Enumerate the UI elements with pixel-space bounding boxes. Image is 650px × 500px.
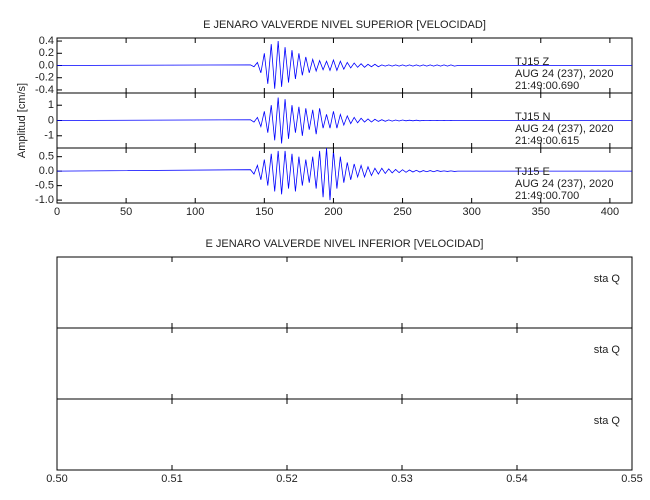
trace-annotation: sta Q — [594, 344, 621, 356]
trace-annotation: AUG 24 (237), 2020 — [515, 123, 613, 135]
y-tick-label: -0.4 — [35, 84, 54, 96]
x-tick-label: 0.50 — [46, 473, 67, 485]
x-tick-label: 0.51 — [161, 473, 182, 485]
panel-frame — [56, 327, 633, 400]
y-tick-label: 0.2 — [39, 47, 54, 59]
x-tick-label: 250 — [393, 206, 411, 218]
y-tick-label: -1 — [44, 130, 54, 142]
y-tick-label: -0.2 — [35, 72, 54, 84]
waveform — [56, 147, 632, 201]
x-tick-label: 100 — [186, 206, 204, 218]
x-tick-label: 400 — [601, 206, 619, 218]
trace-annotation: 21:49:00.690 — [515, 80, 579, 92]
x-tick-label: 150 — [255, 206, 273, 218]
waveform — [56, 97, 632, 144]
y-tick-label: 0 — [48, 114, 54, 126]
y-tick-label: 0.0 — [39, 59, 54, 71]
trace-annotation: 21:49:00.615 — [515, 135, 579, 147]
panel-frame — [56, 398, 633, 471]
trace-annotation: TJ15 Z — [515, 56, 550, 68]
trace-annotation: AUG 24 (237), 2020 — [515, 68, 613, 80]
y-tick-label: -1.0 — [35, 194, 54, 206]
x-tick-label: 350 — [532, 206, 550, 218]
chart-title: E JENARO VALVERDE NIVEL SUPERIOR [VELOCI… — [203, 19, 486, 31]
y-tick-label: 0.5 — [39, 151, 54, 163]
waveform — [56, 41, 632, 89]
y-tick-label: -0.5 — [35, 180, 54, 192]
panel-frame — [56, 147, 633, 204]
y-tick-label: 0.4 — [39, 35, 54, 47]
trace-annotation: TJ15 N — [515, 111, 551, 123]
x-tick-label: 0.53 — [391, 473, 412, 485]
x-tick-label: 300 — [462, 206, 480, 218]
trace-annotation: 21:49:00.700 — [515, 190, 579, 202]
trace-annotation: sta Q — [594, 415, 621, 427]
y-axis-label: Amplitud [cm/s] — [16, 83, 28, 158]
x-tick-label: 50 — [120, 206, 132, 218]
x-tick-label: 0.54 — [506, 473, 527, 485]
x-tick-label: 200 — [324, 206, 342, 218]
y-tick-label: 1 — [48, 99, 54, 111]
x-tick-label: 0.52 — [276, 473, 297, 485]
x-tick-label: 0 — [54, 206, 60, 218]
x-tick-label: 0.55 — [621, 473, 642, 485]
trace-annotation: TJ15 E — [515, 166, 550, 178]
trace-annotation: sta Q — [594, 273, 621, 285]
panel-frame — [56, 256, 633, 329]
chart-title: E JENARO VALVERDE NIVEL INFERIOR [VELOCI… — [206, 238, 484, 250]
y-tick-label: 0.0 — [39, 165, 54, 177]
trace-annotation: AUG 24 (237), 2020 — [515, 178, 613, 190]
